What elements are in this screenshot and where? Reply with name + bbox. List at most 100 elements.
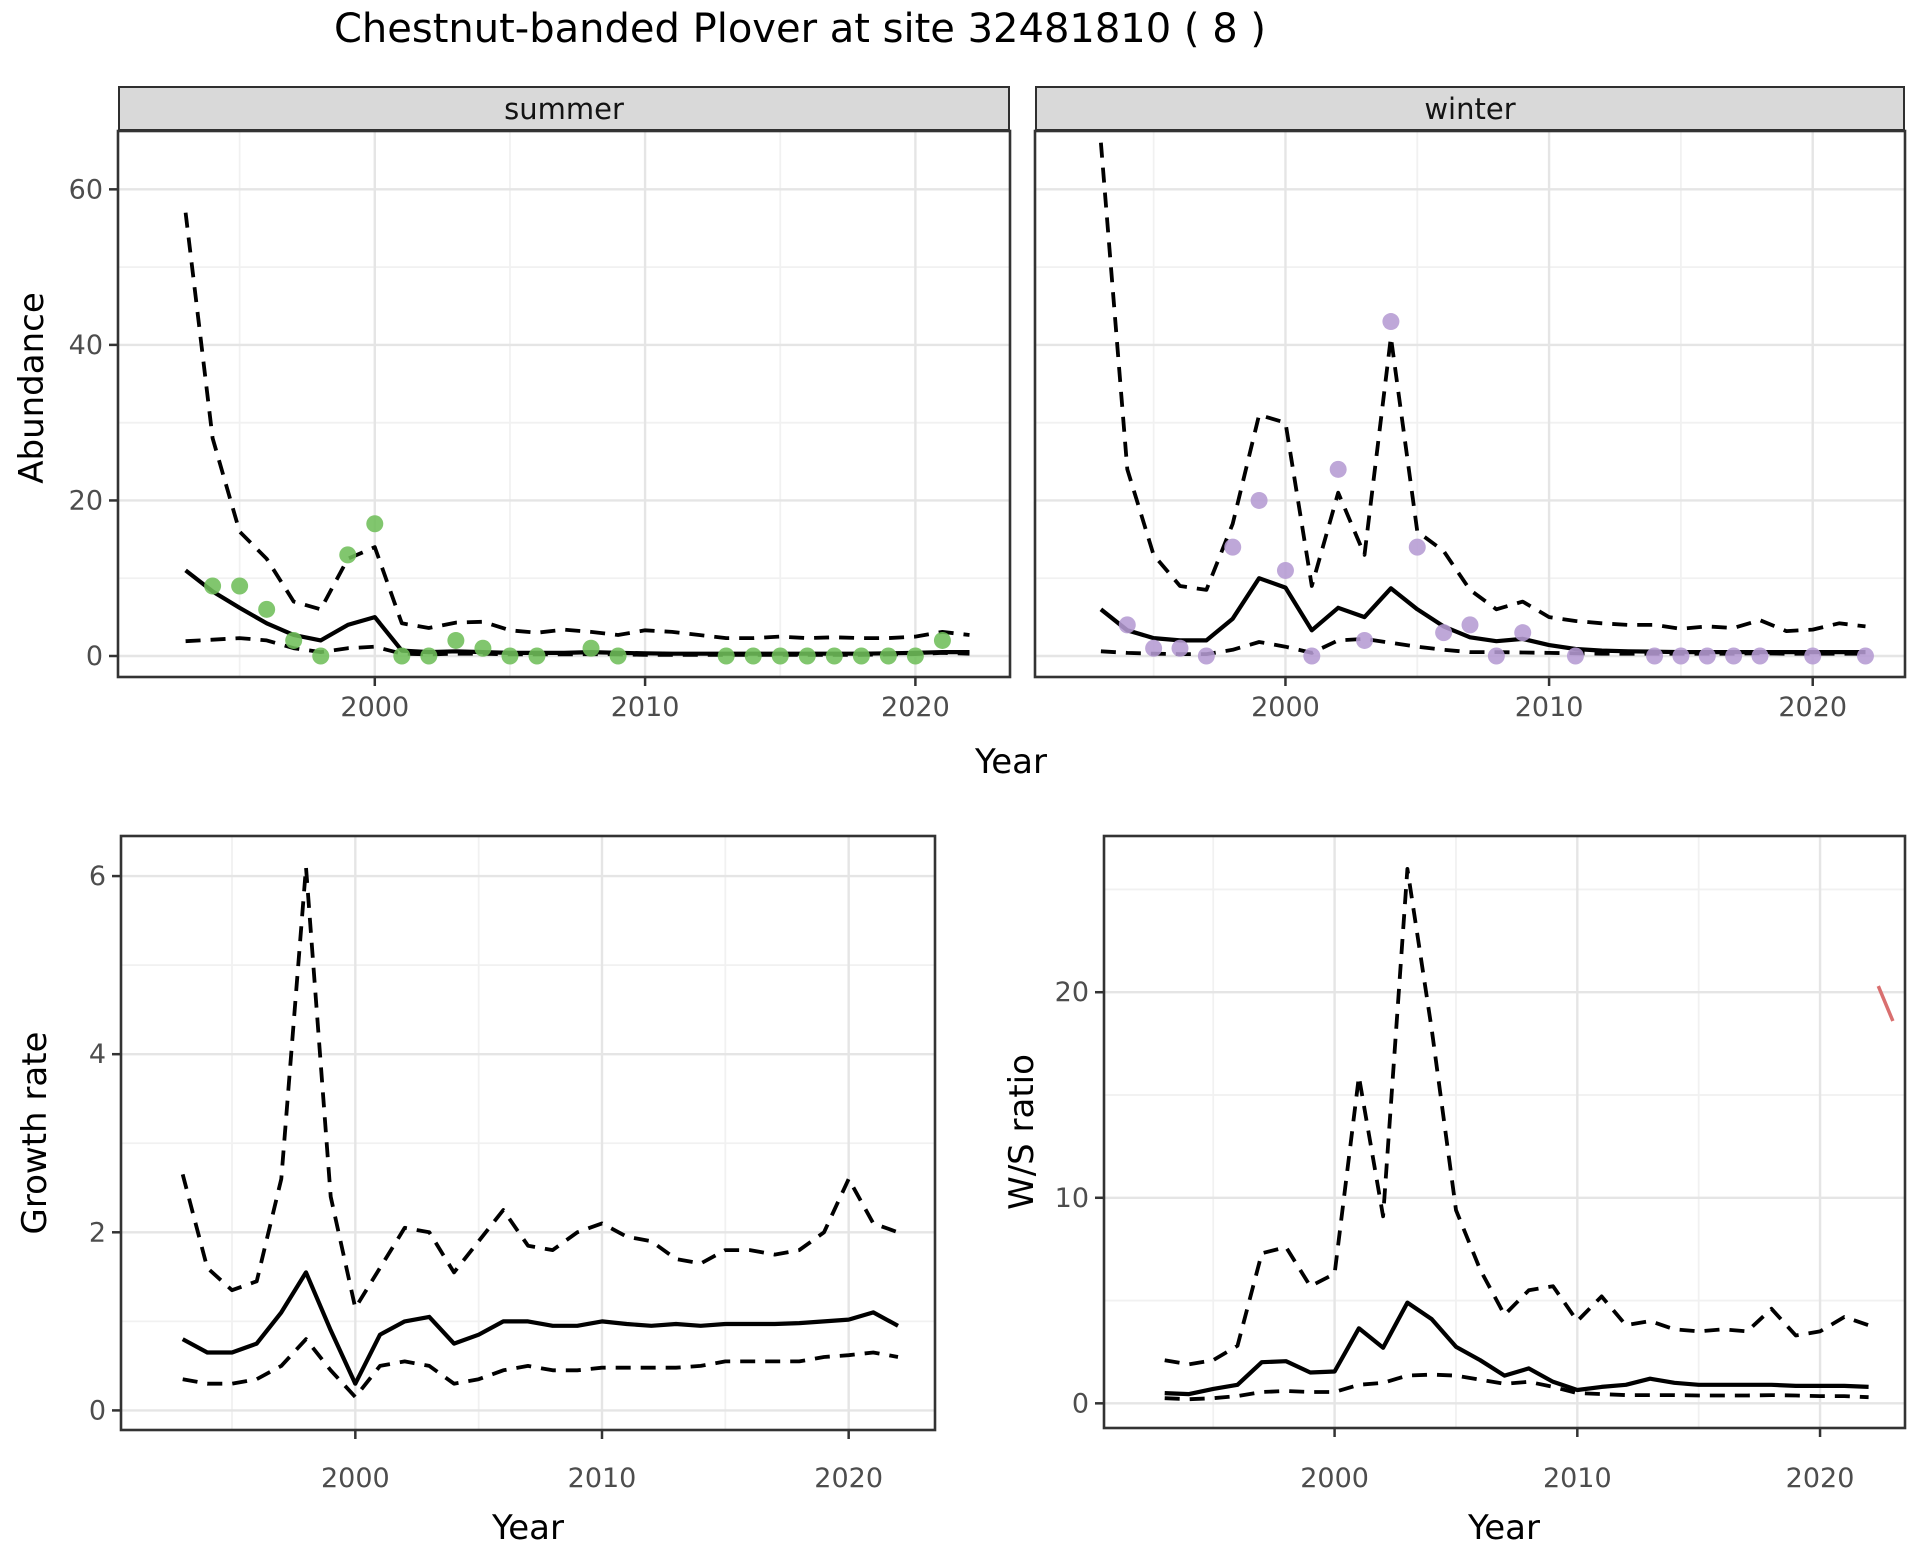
lower-ci-line [1100, 637, 1866, 656]
lower-ci-line [182, 1337, 899, 1399]
axis-tick-label: 2000 [1300, 1463, 1369, 1494]
data-point [1751, 647, 1769, 665]
x-axis-title-year-top: Year [975, 742, 1047, 782]
median-line [181, 1270, 900, 1386]
data-point [258, 600, 276, 618]
axis-tick-label: 2010 [1515, 692, 1584, 723]
data-point [366, 515, 384, 533]
data-point [1118, 616, 1136, 634]
axis-tick-label: 2020 [814, 1463, 883, 1494]
data-point [1698, 647, 1716, 665]
median-line [1164, 1300, 1869, 1397]
facet-strip-summer: summer [118, 86, 1010, 131]
data-point [528, 647, 546, 665]
upper-ci-line [1099, 142, 1866, 633]
upper-ci-line [183, 212, 970, 640]
data-point [582, 639, 600, 657]
data-point [609, 647, 627, 665]
axis-tick-label: 2000 [321, 1463, 390, 1494]
data-point [1566, 647, 1584, 665]
axis-tick-label: 2010 [1543, 1463, 1612, 1494]
data-point [285, 631, 303, 649]
data-point [771, 647, 789, 665]
data-point [744, 647, 762, 665]
data-point [339, 546, 357, 564]
data-point [906, 647, 924, 665]
x-axis-title-year-bottom-left: Year [492, 1508, 564, 1548]
panel-border [1102, 834, 1907, 1430]
data-point [1356, 631, 1374, 649]
data-point [1487, 647, 1505, 665]
data-point [1804, 647, 1822, 665]
data-point [1435, 624, 1453, 642]
axis-tick-label: 0 [1072, 1388, 1089, 1419]
data-point [933, 631, 951, 649]
facet-strip-winter: winter [1035, 86, 1905, 131]
data-point [1171, 639, 1189, 657]
data-point [852, 647, 870, 665]
axis-tick-label: 4 [89, 1039, 106, 1070]
data-point [717, 647, 735, 665]
panel-border [1033, 129, 1907, 679]
panel-border [119, 834, 937, 1432]
axis-tick-label: 2020 [1786, 1463, 1855, 1494]
axis-tick-label: 2 [89, 1217, 106, 1248]
data-point [879, 647, 897, 665]
stray-red-mark [1876, 985, 1895, 1022]
axis-tick-label: 2010 [568, 1463, 637, 1494]
facet-strip-label-summer: summer [504, 91, 624, 126]
data-point [1382, 313, 1400, 331]
data-point [393, 647, 411, 665]
data-point [1197, 647, 1215, 665]
data-point [1514, 624, 1532, 642]
axis-tick-label: 0 [86, 641, 103, 672]
axis-tick-label: 10 [1055, 1183, 1089, 1214]
data-point [1276, 561, 1294, 579]
data-point [1646, 647, 1664, 665]
median-line [1099, 576, 1866, 655]
data-point [1672, 647, 1690, 665]
facet-strip-label-winter: winter [1424, 91, 1516, 126]
data-point [1224, 538, 1242, 556]
y-axis-title-ws-ratio: W/S ratio [1002, 1054, 1042, 1210]
data-point [1461, 616, 1479, 634]
upper-ci-line [1164, 867, 1870, 1367]
data-point [1329, 460, 1347, 478]
data-point [1856, 647, 1874, 665]
data-point [825, 647, 843, 665]
y-axis-title-growth-rate: Growth rate [15, 1031, 55, 1235]
data-point [1303, 647, 1321, 665]
axis-tick-label: 2020 [881, 692, 950, 723]
data-point [231, 577, 249, 595]
axis-tick-label: 6 [89, 861, 106, 892]
axis-tick-label: 2010 [611, 692, 680, 723]
panel-border [116, 129, 1012, 679]
axis-tick-label: 20 [69, 485, 103, 516]
axis-tick-label: 0 [89, 1395, 106, 1426]
data-point [1725, 647, 1743, 665]
axis-tick-label: 2000 [340, 692, 409, 723]
axis-tick-label: 40 [69, 330, 103, 361]
data-point [204, 577, 222, 595]
data-point [798, 647, 816, 665]
axis-tick-label: 2000 [1251, 692, 1320, 723]
data-point [501, 647, 519, 665]
upper-ci-line [180, 865, 899, 1310]
lower-ci-line [1164, 1372, 1869, 1402]
data-point [474, 639, 492, 657]
data-point [1408, 538, 1426, 556]
data-point [312, 647, 330, 665]
median-line [184, 568, 970, 656]
data-point [1145, 639, 1163, 657]
axis-tick-label: 20 [1055, 977, 1089, 1008]
chart-title: Chestnut-banded Plover at site 32481810 … [333, 6, 1267, 52]
y-axis-title-abundance: Abundance [12, 292, 52, 484]
axis-tick-label: 60 [69, 174, 103, 205]
data-point [447, 631, 465, 649]
data-point [1250, 491, 1268, 509]
data-point [420, 647, 438, 665]
axis-tick-label: 2020 [1778, 692, 1847, 723]
x-axis-title-year-bottom-right: Year [1468, 1508, 1540, 1548]
